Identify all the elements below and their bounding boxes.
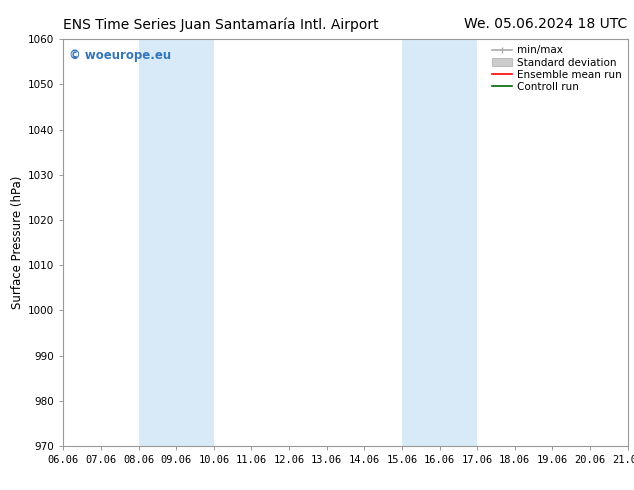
Bar bbox=[402, 39, 477, 446]
Text: © woeurope.eu: © woeurope.eu bbox=[69, 49, 171, 62]
Text: We. 05.06.2024 18 UTC: We. 05.06.2024 18 UTC bbox=[465, 17, 628, 31]
Bar bbox=[139, 39, 214, 446]
Legend: min/max, Standard deviation, Ensemble mean run, Controll run: min/max, Standard deviation, Ensemble me… bbox=[488, 41, 626, 96]
Text: ENS Time Series Juan Santamaría Intl. Airport: ENS Time Series Juan Santamaría Intl. Ai… bbox=[63, 17, 379, 32]
Y-axis label: Surface Pressure (hPa): Surface Pressure (hPa) bbox=[11, 176, 24, 309]
